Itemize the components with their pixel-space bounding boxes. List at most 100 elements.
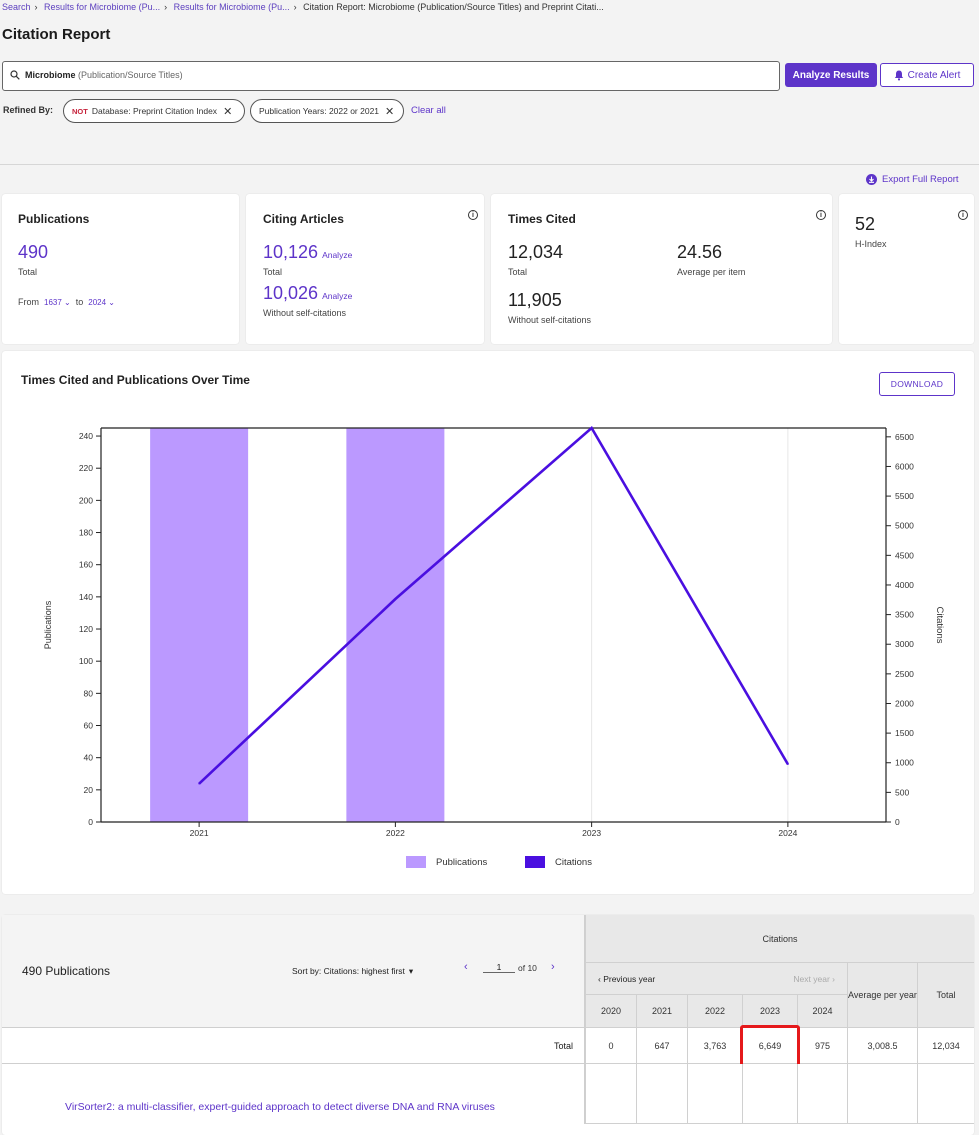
citing-total: 10,126 <box>263 242 319 262</box>
export-full-report-button[interactable]: Export Full Report <box>866 174 959 185</box>
next-year-button[interactable]: Next year › <box>793 973 835 984</box>
h-index-label: H-Index <box>855 239 887 249</box>
h-index-value: 52 <box>855 214 876 234</box>
card-title: Publications <box>18 212 90 226</box>
citations-point-2023 <box>590 427 593 429</box>
previous-year-button[interactable]: ‹ Previous year <box>598 973 656 984</box>
download-icon <box>866 174 877 185</box>
sort-select[interactable]: Sort by: Citations: highest first ▾ <box>292 966 413 977</box>
close-icon[interactable]: ✕ <box>385 105 395 118</box>
y2-tick-label: 3500 <box>895 610 914 620</box>
legend-publications[interactable]: Publications <box>406 856 487 868</box>
x-tick-label: 2024 <box>778 828 797 838</box>
from-year-select[interactable]: 1637 ⌄ <box>44 298 71 307</box>
y2-tick-label: 4000 <box>895 580 914 590</box>
y2-tick-label: 0 <box>895 817 900 827</box>
info-icon[interactable]: i <box>958 210 968 220</box>
x-tick-label: 2022 <box>386 828 405 838</box>
legend-citations[interactable]: Citations <box>525 856 592 868</box>
total-2024: 975 <box>797 1028 847 1064</box>
citations-line <box>198 425 789 785</box>
total-total: 12,034 <box>917 1028 974 1064</box>
prev-page-icon[interactable]: ‹ <box>464 961 468 973</box>
analyze-citing-link[interactable]: Analyze <box>322 250 353 260</box>
refined-by-label: Refined By: <box>3 105 54 115</box>
breadcrumb-search[interactable]: Search <box>2 2 31 12</box>
search-input[interactable]: Microbiome (Publication/Source Titles) <box>2 61 780 91</box>
previous-year-label: Previous year <box>603 973 656 984</box>
publications-card: Publications 490 Total From 1637 ⌄ to 20… <box>2 194 239 344</box>
times-cited-card: Times Cited i 12,034 Total 24.56 Average… <box>491 194 832 344</box>
citing-without-row: 10,026 Analyze <box>263 283 352 304</box>
to-year-select[interactable]: 2024 ⌄ <box>88 298 115 307</box>
download-button[interactable]: DOWNLOAD <box>879 372 955 396</box>
y2-tick-label: 6000 <box>895 461 914 471</box>
total-2021: 647 <box>636 1028 687 1064</box>
row-cell <box>585 1064 636 1124</box>
y2-tick-label: 4500 <box>895 550 914 560</box>
analyze-results-button[interactable]: Analyze Results <box>785 63 877 87</box>
divider <box>0 164 979 165</box>
year-header-2024: 2024 <box>797 995 847 1028</box>
y2-axis-label: Citations <box>934 607 945 644</box>
legend-label: Publications <box>436 856 488 868</box>
y-tick-label: 240 <box>79 431 93 441</box>
times-cited-total-label: Total <box>508 267 528 277</box>
chip-not-label: NOT <box>72 106 88 116</box>
info-icon[interactable]: i <box>816 210 826 220</box>
row-cell <box>917 1064 974 1124</box>
analyze-without-link[interactable]: Analyze <box>322 291 353 301</box>
page-input[interactable]: 1 <box>483 962 515 973</box>
breadcrumb: Search › Results for Microbiome (Pu... › R… <box>2 2 604 12</box>
year-header-2020: 2020 <box>585 995 636 1028</box>
year-nav: ‹ Previous year Next year › <box>585 963 847 995</box>
y-tick-label: 60 <box>84 721 94 731</box>
y2-tick-label: 3000 <box>895 639 914 649</box>
from-year-value: 1637 <box>44 297 62 307</box>
filter-chip-database[interactable]: NOT Database: Preprint Citation Index ✕ <box>63 99 245 123</box>
chevron-down-icon: ⌄ <box>108 297 115 307</box>
page-total: of 10 <box>518 963 537 973</box>
info-icon[interactable]: i <box>468 210 478 220</box>
article-title-link[interactable]: VirSorter2: a multi-classifier, expert-g… <box>65 1101 495 1113</box>
chevron-down-icon: ⌄ <box>64 297 71 307</box>
x-tick-label: 2023 <box>582 828 601 838</box>
export-label: Export Full Report <box>882 174 959 185</box>
y-tick-label: 100 <box>79 656 93 666</box>
average-per-item: 24.56 <box>677 242 723 262</box>
page-title: Citation Report <box>2 26 111 43</box>
citing-total-row: 10,126 Analyze <box>263 242 352 263</box>
to-year-value: 2024 <box>88 297 107 307</box>
citations-point-2024 <box>787 763 789 766</box>
chart-title: Times Cited and Publications Over Time <box>21 373 250 387</box>
times-cited-chart: 0 20 40 60 80 100 120 140 160 180 200 220 240 0 500 100… <box>43 425 945 838</box>
filter-chip-years[interactable]: Publication Years: 2022 or 2021 ✕ <box>250 99 404 123</box>
x-tick-label: 2021 <box>190 828 209 838</box>
sort-label: Sort by: Citations: highest first <box>292 966 405 976</box>
chip-label: Database: Preprint Citation Index <box>91 106 218 116</box>
total-2020: 0 <box>585 1028 636 1064</box>
clear-all-link[interactable]: Clear all <box>411 105 446 116</box>
search-query: Microbiome (Publication/Source Titles) <box>25 70 183 80</box>
y2-tick-label: 5500 <box>895 491 914 501</box>
year-header-2022: 2022 <box>687 995 742 1028</box>
total-average: 3,008.5 <box>847 1028 917 1064</box>
y2-tick-label: 2000 <box>895 698 914 708</box>
y2-tick-label: 1000 <box>895 758 914 768</box>
publications-count: 490 Publications <box>22 964 111 978</box>
breadcrumb-results-2[interactable]: Results for Microbiome (Pu... <box>173 2 290 12</box>
breadcrumb-results-1[interactable]: Results for Microbiome (Pu... <box>44 2 161 12</box>
y2-tick-label: 2500 <box>895 669 914 679</box>
create-alert-button[interactable]: Create Alert <box>880 63 974 87</box>
caret-down-icon: ▾ <box>408 966 414 976</box>
total-header: Total <box>917 963 974 1028</box>
close-icon[interactable]: ✕ <box>223 105 233 118</box>
year-header-2023: 2023 <box>742 995 797 1028</box>
highlight-box <box>740 1025 800 1067</box>
publications-total-label: Total <box>18 267 38 277</box>
total-row <box>2 1028 974 1064</box>
table-row <box>2 1064 585 1124</box>
next-page-icon[interactable]: › <box>551 961 555 973</box>
times-cited-without: 11,905 <box>508 290 562 310</box>
y-tick-label: 0 <box>88 817 93 827</box>
